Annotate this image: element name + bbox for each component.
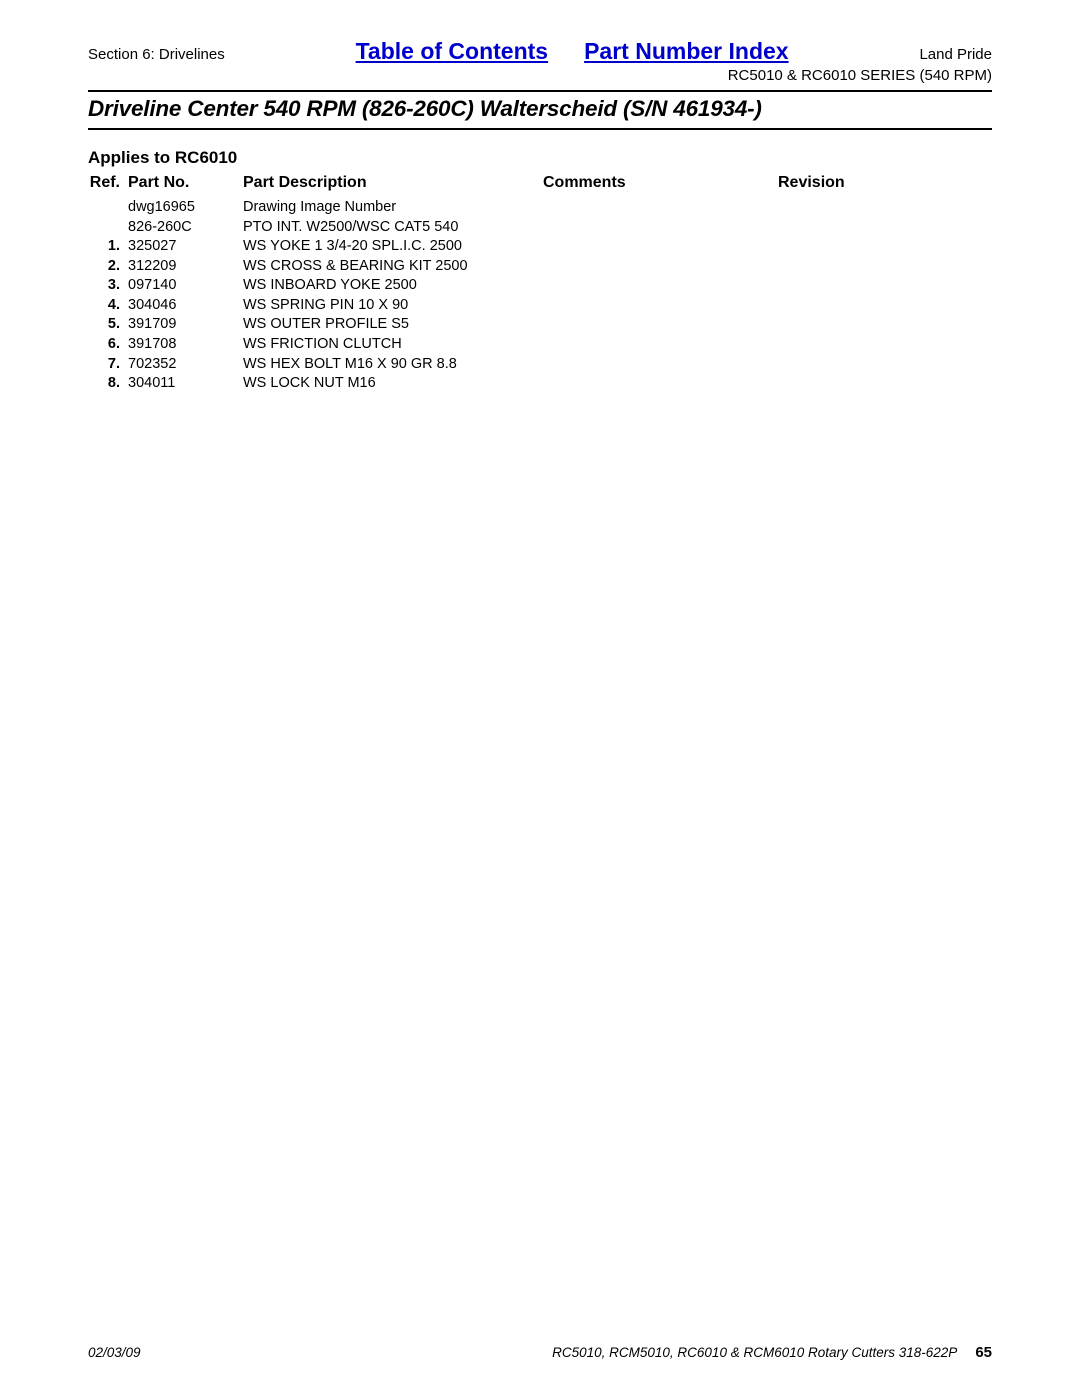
cell-revision [778, 335, 898, 355]
page-container: Section 6: Drivelines Table of Contents … [0, 0, 1080, 1397]
table-header: Ref. Part No. Part Description Comments … [88, 174, 992, 192]
cell-description: WS FRICTION CLUTCH [243, 335, 543, 355]
cell-description: WS OUTER PROFILE S5 [243, 315, 543, 335]
cell-ref: 6. [88, 335, 128, 355]
footer-page-number: 65 [975, 1344, 992, 1361]
series-label: RC5010 & RC6010 SERIES (540 RPM) [88, 67, 992, 84]
table-row: 3.097140WS INBOARD YOKE 2500 [88, 276, 992, 296]
col-header-desc: Part Description [243, 174, 543, 192]
cell-ref: 8. [88, 374, 128, 394]
header-links: Table of Contents Part Number Index [225, 38, 920, 65]
cell-description: WS INBOARD YOKE 2500 [243, 276, 543, 296]
part-number-index-link[interactable]: Part Number Index [584, 38, 789, 65]
cell-comments [543, 296, 778, 316]
brand-label: Land Pride [919, 46, 992, 63]
cell-comments [543, 374, 778, 394]
applies-to-label: Applies to RC6010 [88, 148, 992, 168]
cell-ref: 7. [88, 355, 128, 375]
cell-comments [543, 335, 778, 355]
cell-part-no: 391709 [128, 315, 243, 335]
table-row: 5.391709WS OUTER PROFILE S5 [88, 315, 992, 335]
section-label: Section 6: Drivelines [88, 46, 225, 63]
cell-part-no: dwg16965 [128, 198, 243, 218]
table-row: 1.325027WS YOKE 1 3/4-20 SPL.I.C. 2500 [88, 237, 992, 257]
cell-part-no: 304046 [128, 296, 243, 316]
cell-part-no: 312209 [128, 257, 243, 277]
col-header-ref: Ref. [88, 174, 128, 192]
page-title: Driveline Center 540 RPM (826-260C) Walt… [88, 96, 992, 122]
footer-doc: RC5010, RCM5010, RC6010 & RCM6010 Rotary… [552, 1345, 957, 1360]
cell-description: WS YOKE 1 3/4-20 SPL.I.C. 2500 [243, 237, 543, 257]
cell-comments [543, 218, 778, 238]
col-header-partno: Part No. [128, 174, 243, 192]
cell-comments [543, 276, 778, 296]
cell-revision [778, 257, 898, 277]
cell-revision [778, 355, 898, 375]
cell-ref [88, 198, 128, 218]
cell-part-no: 097140 [128, 276, 243, 296]
table-row: 2.312209WS CROSS & BEARING KIT 2500 [88, 257, 992, 277]
cell-part-no: 325027 [128, 237, 243, 257]
cell-ref: 5. [88, 315, 128, 335]
table-row: 6.391708WS FRICTION CLUTCH [88, 335, 992, 355]
cell-part-no: 304011 [128, 374, 243, 394]
title-bar: Driveline Center 540 RPM (826-260C) Walt… [88, 90, 992, 130]
cell-description: Drawing Image Number [243, 198, 543, 218]
cell-description: WS CROSS & BEARING KIT 2500 [243, 257, 543, 277]
cell-ref: 2. [88, 257, 128, 277]
cell-part-no: 702352 [128, 355, 243, 375]
toc-link[interactable]: Table of Contents [356, 38, 549, 65]
cell-revision [778, 374, 898, 394]
header-row: Section 6: Drivelines Table of Contents … [88, 38, 992, 65]
cell-comments [543, 315, 778, 335]
footer-right: RC5010, RCM5010, RC6010 & RCM6010 Rotary… [552, 1344, 992, 1361]
cell-revision [778, 296, 898, 316]
cell-comments [543, 257, 778, 277]
cell-comments [543, 198, 778, 218]
table-row: 7.702352WS HEX BOLT M16 X 90 GR 8.8 [88, 355, 992, 375]
col-header-revision: Revision [778, 174, 898, 192]
col-header-comments: Comments [543, 174, 778, 192]
cell-description: WS LOCK NUT M16 [243, 374, 543, 394]
cell-description: WS HEX BOLT M16 X 90 GR 8.8 [243, 355, 543, 375]
cell-description: WS SPRING PIN 10 X 90 [243, 296, 543, 316]
table-row: 826-260CPTO INT. W2500/WSC CAT5 540 [88, 218, 992, 238]
cell-ref: 3. [88, 276, 128, 296]
cell-part-no: 391708 [128, 335, 243, 355]
table-row: dwg16965Drawing Image Number [88, 198, 992, 218]
cell-revision [778, 237, 898, 257]
cell-ref: 4. [88, 296, 128, 316]
footer-date: 02/03/09 [88, 1345, 141, 1360]
parts-table-body: dwg16965Drawing Image Number826-260CPTO … [88, 198, 992, 394]
footer: 02/03/09 RC5010, RCM5010, RC6010 & RCM60… [88, 1344, 992, 1361]
cell-ref [88, 218, 128, 238]
cell-comments [543, 237, 778, 257]
cell-revision [778, 276, 898, 296]
cell-revision [778, 315, 898, 335]
table-row: 4.304046WS SPRING PIN 10 X 90 [88, 296, 992, 316]
cell-comments [543, 355, 778, 375]
cell-ref: 1. [88, 237, 128, 257]
cell-revision [778, 198, 898, 218]
cell-description: PTO INT. W2500/WSC CAT5 540 [243, 218, 543, 238]
cell-part-no: 826-260C [128, 218, 243, 238]
table-row: 8.304011WS LOCK NUT M16 [88, 374, 992, 394]
cell-revision [778, 218, 898, 238]
